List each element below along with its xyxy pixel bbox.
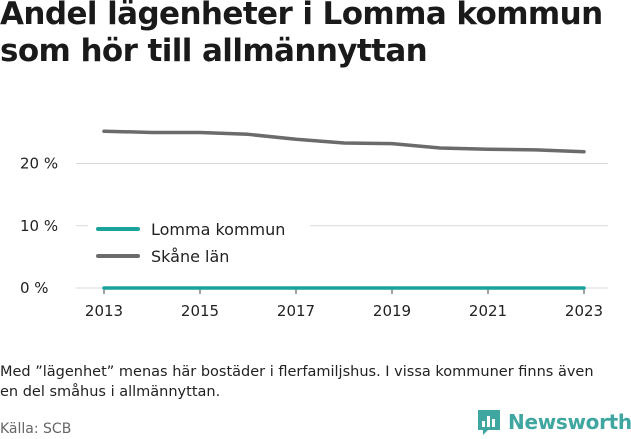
x-tick-label: 2023 bbox=[565, 302, 603, 320]
brand-name: Newsworthy bbox=[508, 410, 631, 434]
chart-title: Andel lägenheter i Lomma kommun som hör … bbox=[0, 0, 603, 69]
series-line-skane-lan bbox=[102, 129, 586, 154]
y-tick-label: 20 % bbox=[20, 155, 58, 173]
legend-label: Lomma kommun bbox=[151, 220, 285, 239]
legend-label: Skåne län bbox=[151, 247, 229, 266]
y-tick-label: 10 % bbox=[20, 217, 58, 235]
line-chart: 0 % 10 % 20 % 2013 2015 2017 2019 2021 2023 Lomma… bbox=[20, 129, 608, 320]
y-tick-label: 0 % bbox=[20, 279, 49, 297]
chart-note: Med ”lägenhet” menas här bostäder i fler… bbox=[0, 364, 594, 400]
x-tick-label: 2017 bbox=[277, 302, 315, 320]
x-tick-label: 2021 bbox=[469, 302, 507, 320]
x-tick-label: 2015 bbox=[181, 302, 219, 320]
x-tick-label: 2019 bbox=[373, 302, 411, 320]
bar-chart-logo-icon bbox=[478, 410, 500, 435]
brand-logo: Newsworthy bbox=[476, 408, 631, 436]
x-tick-label: 2013 bbox=[85, 302, 123, 320]
source-label: Källa: SCB bbox=[0, 421, 72, 437]
